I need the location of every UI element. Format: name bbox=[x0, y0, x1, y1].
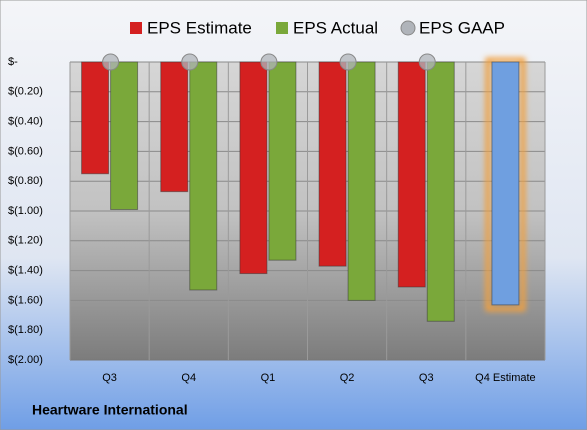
y-tick-label: $(1.60) bbox=[8, 294, 43, 306]
x-tick-label: Q2 bbox=[340, 372, 355, 384]
x-tick-label: Q3 bbox=[419, 372, 434, 384]
x-tick-label: Q4 Estimate bbox=[475, 372, 536, 384]
y-tick-label: $(1.40) bbox=[8, 265, 43, 277]
legend-label: EPS GAAP bbox=[419, 18, 505, 37]
bar bbox=[81, 61, 110, 175]
footer: Heartware International bbox=[32, 402, 188, 418]
bar bbox=[268, 61, 297, 261]
gaap-marker bbox=[260, 53, 278, 71]
x-tick-label: Q1 bbox=[261, 372, 276, 384]
bar-glow bbox=[485, 57, 526, 312]
bar bbox=[239, 61, 268, 275]
bar bbox=[397, 61, 426, 288]
legend-marker bbox=[276, 22, 288, 34]
gaap-marker bbox=[339, 53, 357, 71]
legend-label: EPS Estimate bbox=[147, 18, 252, 37]
y-tick-label: $(0.60) bbox=[8, 145, 43, 157]
y-tick-label: $(1.80) bbox=[8, 324, 43, 336]
bar bbox=[347, 61, 376, 301]
legend-marker bbox=[400, 20, 416, 36]
y-tick-label: $- bbox=[8, 56, 18, 68]
bar bbox=[491, 61, 520, 306]
y-tick-label: $(0.80) bbox=[8, 175, 43, 187]
x-tick-label: Q3 bbox=[102, 372, 117, 384]
y-tick-label: $(1.20) bbox=[8, 235, 43, 247]
bar bbox=[110, 61, 139, 211]
y-tick-label: $(1.00) bbox=[8, 205, 43, 217]
bar bbox=[318, 61, 347, 267]
y-tick-label: $(0.40) bbox=[8, 116, 43, 128]
bar bbox=[189, 61, 218, 291]
x-tick-label: Q4 bbox=[181, 372, 196, 384]
gaap-marker bbox=[418, 53, 436, 71]
legend-label: EPS Actual bbox=[293, 18, 378, 37]
bar bbox=[160, 61, 189, 193]
bar bbox=[426, 61, 455, 322]
gaap-marker bbox=[102, 53, 120, 71]
legend-marker bbox=[130, 22, 142, 34]
y-tick-label: $(2.00) bbox=[8, 354, 43, 366]
gaap-marker bbox=[181, 53, 199, 71]
y-tick-label: $(0.20) bbox=[8, 86, 43, 98]
